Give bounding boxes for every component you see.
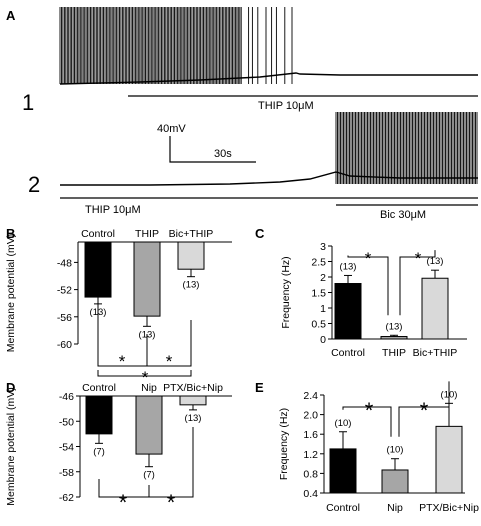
significance-star: * bbox=[142, 368, 149, 387]
category-label: Control bbox=[82, 382, 116, 394]
panel-d-chart: -46 -50 -54 -58 -62 Membrane potential (mV) (7… bbox=[5, 382, 232, 515]
panel-e-label: E bbox=[255, 380, 264, 395]
bar-nip bbox=[381, 469, 409, 494]
significance-star: * bbox=[415, 249, 422, 268]
category-label: Bic+THIP bbox=[169, 228, 214, 240]
significance-star: * bbox=[119, 490, 128, 515]
y-tick-label: 2 bbox=[320, 272, 326, 284]
category-label: Control bbox=[326, 502, 360, 514]
y-tick-label: -48 bbox=[57, 257, 72, 269]
category-label: THIP bbox=[382, 347, 406, 359]
significance-star: * bbox=[365, 249, 372, 268]
y-tick-label: -46 bbox=[59, 391, 74, 403]
n-label: (13) bbox=[427, 256, 444, 267]
category-label: Control bbox=[331, 347, 365, 359]
thip-label-2: THIP 10μM bbox=[85, 204, 141, 216]
bar-control bbox=[84, 241, 112, 298]
significance-star: * bbox=[167, 490, 176, 515]
y-tick-label: -52 bbox=[57, 285, 72, 297]
panel-b-chart: -48 -52 -56 -60 Membrane potential (mV) (13) C… bbox=[5, 228, 232, 387]
y-tick-label: 0.5 bbox=[311, 319, 326, 331]
sig-bracket-control-nip bbox=[342, 406, 392, 437]
bar-thip bbox=[133, 241, 161, 317]
scale-voltage-label: 40mV bbox=[157, 123, 186, 135]
sig-bracket-control-thip bbox=[347, 255, 389, 316]
trace-2-spikes bbox=[335, 112, 478, 184]
y-axis-label: Membrane potential (mV) bbox=[5, 234, 17, 352]
y-tick-label: 0 bbox=[320, 334, 326, 346]
y-tick-label: -62 bbox=[59, 492, 74, 504]
significance-star: * bbox=[420, 398, 429, 423]
y-tick-label: 1 bbox=[320, 303, 326, 315]
bar-ptx-bic-nip bbox=[179, 395, 207, 406]
category-label: PTX/Bic+Nip bbox=[419, 502, 479, 514]
sig-bracket-control-nip bbox=[98, 479, 150, 498]
n-label: (13) bbox=[386, 321, 403, 332]
category-label: Nip bbox=[387, 502, 403, 514]
category-label: Control bbox=[81, 228, 115, 240]
y-tick-label: 2.0 bbox=[303, 410, 318, 422]
y-tick-label: 2.5 bbox=[311, 257, 326, 269]
bar-ptx-bic-nip bbox=[435, 425, 463, 494]
thip-label-1: THIP 10μM bbox=[258, 100, 314, 112]
trace-2 bbox=[60, 112, 478, 186]
bar-control bbox=[85, 395, 113, 435]
y-axis-label: Frequency (Hz) bbox=[280, 256, 292, 328]
bar-control bbox=[334, 283, 362, 340]
category-label: Nip bbox=[141, 382, 157, 394]
trace-1-label: 1 bbox=[22, 90, 34, 115]
y-tick-label: 0.4 bbox=[303, 488, 318, 500]
panel-e-chart: 0.4 0.8 1.2 1.6 2.0 2.4 Frequency (Hz) (10) Cont… bbox=[278, 381, 479, 514]
y-tick-label: -56 bbox=[57, 312, 72, 324]
sig-bracket-nip-ptx bbox=[149, 427, 194, 498]
n-label: (13) bbox=[340, 261, 357, 272]
significance-star: * bbox=[166, 352, 173, 371]
category-label: Bic+THIP bbox=[413, 347, 458, 359]
sig-bracket-thip-bic bbox=[399, 250, 436, 316]
n-label: (13) bbox=[183, 280, 200, 291]
panel-c-label: C bbox=[255, 226, 265, 241]
bic-label: Bic 30μM bbox=[380, 209, 426, 221]
panel-a-label: A bbox=[6, 8, 16, 23]
y-tick-label: 1.6 bbox=[303, 429, 318, 441]
n-label: (7) bbox=[93, 446, 105, 457]
category-label: PTX/Bic+Nip bbox=[163, 382, 223, 394]
y-tick-label: 1.2 bbox=[303, 449, 318, 461]
n-label: (13) bbox=[185, 413, 202, 424]
trace-2-baseline bbox=[60, 171, 478, 186]
sig-bracket-nip-ptx bbox=[398, 381, 450, 437]
bar-nip bbox=[135, 395, 163, 455]
sig-bracket-outer bbox=[97, 370, 192, 377]
scale-time-label: 30s bbox=[214, 148, 232, 160]
panel-b-label: B bbox=[6, 226, 15, 241]
category-label: THIP bbox=[135, 228, 159, 240]
y-axis-label: Membrane potential (mV) bbox=[5, 387, 17, 505]
n-label: (10) bbox=[387, 445, 404, 456]
trace-1 bbox=[59, 7, 478, 85]
panel-c-chart: 0 0.5 1 1.5 2 2.5 3 Frequency (Hz) (13) Control (1… bbox=[280, 241, 467, 359]
sig-bracket-control-bic bbox=[97, 304, 192, 367]
scale-bar bbox=[169, 136, 256, 163]
significance-star: * bbox=[119, 352, 126, 371]
y-tick-label: -58 bbox=[59, 467, 74, 479]
y-tick-label: -60 bbox=[57, 339, 72, 351]
y-tick-label: 1.5 bbox=[311, 288, 326, 300]
significance-star: * bbox=[365, 398, 374, 423]
y-tick-label: 0.8 bbox=[303, 468, 318, 480]
panel-d-label: D bbox=[6, 380, 15, 395]
n-label: (10) bbox=[335, 418, 352, 429]
n-label: (7) bbox=[143, 470, 155, 481]
y-tick-label: -50 bbox=[59, 416, 74, 428]
y-tick-label: 2.4 bbox=[303, 390, 318, 402]
bar-bic-thip bbox=[177, 241, 205, 270]
bar-control bbox=[329, 448, 357, 494]
y-tick-label: 3 bbox=[320, 241, 326, 253]
trace-2-label: 2 bbox=[28, 172, 40, 197]
bar-bic-thip bbox=[421, 277, 449, 340]
y-axis-label: Frequency (Hz) bbox=[278, 408, 290, 480]
y-tick-label: -54 bbox=[59, 442, 74, 454]
trace-1-spikes bbox=[59, 7, 293, 84]
trace-1-baseline bbox=[59, 72, 478, 85]
